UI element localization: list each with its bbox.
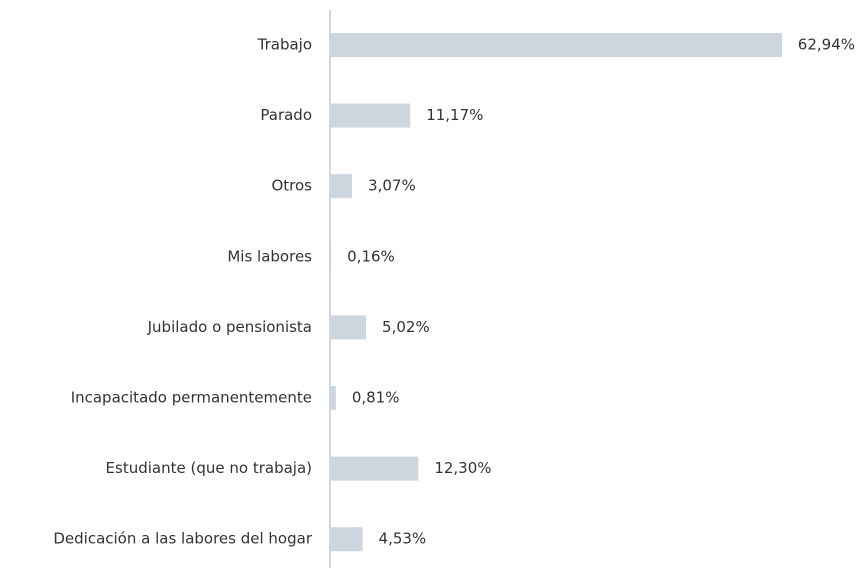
category-label: Estudiante (que no trabaja)	[106, 459, 312, 477]
category-label: Otros	[271, 177, 312, 195]
value-label: 11,17%	[426, 106, 483, 124]
bar	[330, 244, 332, 269]
value-label: 5,02%	[382, 318, 430, 336]
bar	[330, 174, 353, 199]
value-label: 3,07%	[368, 177, 416, 195]
bar	[330, 315, 367, 340]
category-label: Dedicación a las labores del hogar	[53, 530, 312, 548]
category-label: Jubilado o pensionista	[147, 318, 312, 336]
value-label: 4,53%	[379, 530, 427, 548]
bar	[330, 456, 419, 481]
bar	[330, 33, 782, 57]
bar	[330, 386, 336, 410]
category-label: Trabajo	[257, 36, 312, 54]
category-label: Mis labores	[227, 247, 312, 265]
bar	[330, 103, 411, 128]
category-label: Parado	[260, 106, 312, 124]
bar	[330, 527, 363, 552]
value-label: 0,16%	[347, 247, 395, 265]
category-label: Incapacitado permanentemente	[71, 389, 312, 407]
value-label: 0,81%	[352, 389, 400, 407]
value-label: 12,30%	[434, 459, 491, 477]
value-label: 62,94%	[798, 36, 855, 54]
